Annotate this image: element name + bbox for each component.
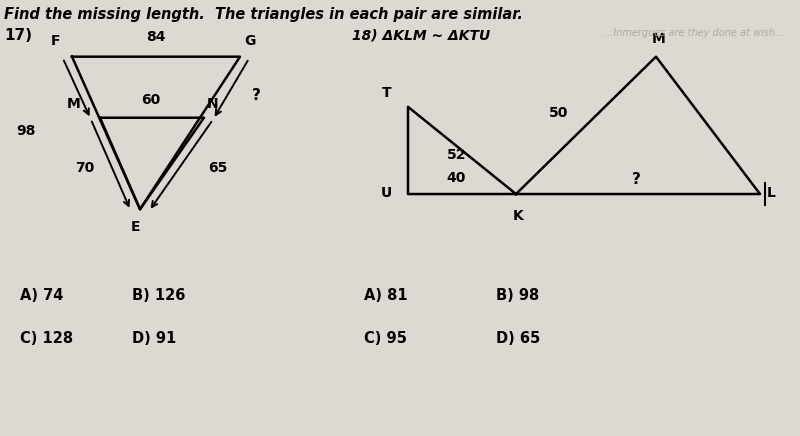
Text: F: F xyxy=(50,34,60,48)
Text: G: G xyxy=(244,34,255,48)
Text: M: M xyxy=(66,97,80,111)
Text: 40: 40 xyxy=(446,171,466,185)
Text: C) 128: C) 128 xyxy=(20,331,73,346)
Text: K: K xyxy=(513,209,524,223)
Text: 84: 84 xyxy=(146,30,166,44)
Text: C) 95: C) 95 xyxy=(364,331,407,346)
Text: 18) ΔKLM ~ ΔKTU: 18) ΔKLM ~ ΔKTU xyxy=(352,28,490,42)
Text: ?: ? xyxy=(632,173,641,187)
Text: Find the missing length.  The triangles in each pair are similar.: Find the missing length. The triangles i… xyxy=(4,7,523,21)
Text: 98: 98 xyxy=(17,124,36,138)
Text: 70: 70 xyxy=(75,161,94,175)
Text: N: N xyxy=(206,97,218,111)
Text: B) 126: B) 126 xyxy=(132,288,186,303)
Text: ?: ? xyxy=(252,89,261,103)
Text: A) 74: A) 74 xyxy=(20,288,63,303)
Text: M: M xyxy=(651,32,666,46)
Text: D) 91: D) 91 xyxy=(132,331,176,346)
Text: 17): 17) xyxy=(4,28,32,43)
Text: A) 81: A) 81 xyxy=(364,288,408,303)
Text: ...Inmergues are they done at wish...: ...Inmergues are they done at wish... xyxy=(604,28,784,38)
Text: 60: 60 xyxy=(141,93,160,107)
Text: T: T xyxy=(382,86,392,100)
Text: E: E xyxy=(131,220,141,234)
Text: D) 65: D) 65 xyxy=(496,331,540,346)
Text: B) 98: B) 98 xyxy=(496,288,539,303)
Text: 65: 65 xyxy=(208,161,227,175)
Text: U: U xyxy=(381,186,392,200)
Text: 52: 52 xyxy=(446,148,466,162)
Text: 50: 50 xyxy=(549,106,568,120)
Text: L: L xyxy=(766,186,775,200)
